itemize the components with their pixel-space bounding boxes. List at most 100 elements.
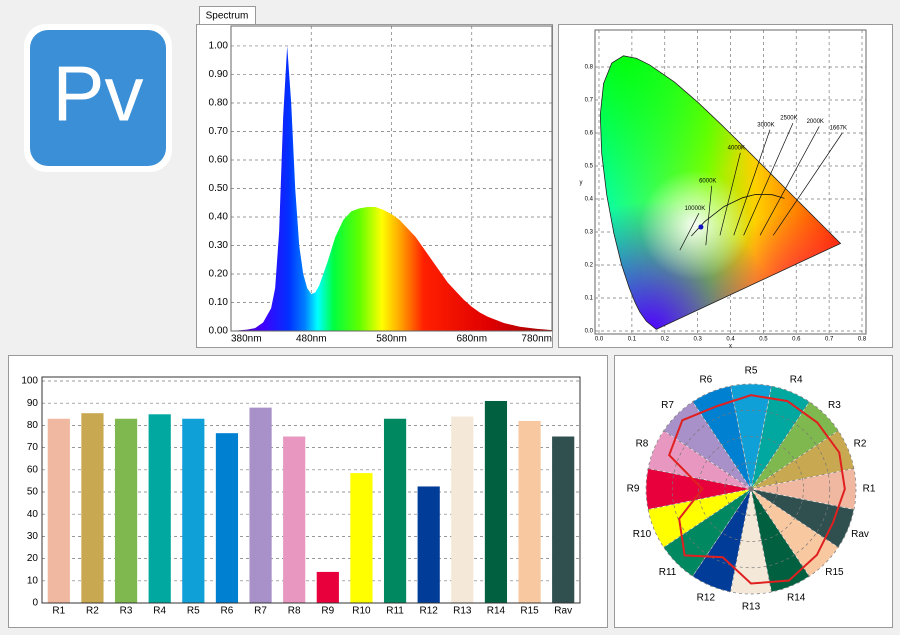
isotherm — [759, 126, 820, 236]
category-label: R14 — [787, 593, 806, 604]
category-label: R3 — [828, 400, 841, 411]
bar — [484, 400, 508, 603]
bar — [283, 436, 306, 603]
category-label: R10 — [633, 529, 652, 540]
x-tick-label: R13 — [453, 606, 472, 617]
category-label: R4 — [790, 375, 803, 386]
isotherm — [772, 132, 843, 236]
x-tick-label: Rav — [554, 606, 572, 617]
tab-label[interactable]: Spectrum — [206, 11, 249, 22]
category-label: R1 — [863, 484, 876, 495]
category-label: R15 — [825, 567, 844, 578]
cri-polygon — [667, 394, 846, 585]
plot-frame — [41, 376, 581, 604]
ring — [698, 436, 804, 542]
x-tick-label: 0.6 — [792, 337, 801, 343]
y-tick-label: 0.30 — [209, 240, 229, 251]
y-tick-label: 0.8 — [585, 65, 594, 71]
x-tick-label: R8 — [288, 606, 301, 617]
isotherm — [743, 122, 794, 236]
y-tick-label: 0.6 — [585, 131, 594, 137]
y-tick-label: 0.80 — [209, 98, 229, 109]
y-tick-label: 0.7 — [585, 98, 594, 104]
x-tick-label: 780nm — [521, 334, 552, 345]
y-tick-label: 0.00 — [209, 326, 229, 337]
y-axis-label: y — [580, 180, 583, 186]
isotherm — [679, 213, 700, 251]
x-axis-label: x — [729, 344, 732, 350]
y-tick-label: 10 — [27, 575, 39, 586]
category-label: R2 — [854, 438, 867, 449]
x-tick-label: R2 — [86, 606, 99, 617]
category-label: R9 — [627, 484, 640, 495]
x-tick-label: 480nm — [296, 334, 327, 345]
y-tick-label: 0.1 — [585, 296, 594, 302]
category-label: Rav — [851, 529, 869, 540]
x-tick-label: 0.1 — [628, 337, 637, 343]
logo-text: Pv — [52, 50, 143, 138]
bar — [518, 420, 541, 603]
category-label: R11 — [659, 567, 677, 578]
x-tick-label: R15 — [520, 606, 539, 617]
bar — [417, 486, 440, 603]
y-tick-label: 0.40 — [209, 212, 229, 223]
bar — [316, 571, 339, 603]
planckian-locus — [691, 193, 785, 237]
y-tick-label: 0.2 — [585, 263, 594, 269]
isotherm-label: 10000K — [685, 206, 706, 212]
ring — [645, 383, 857, 595]
y-tick-label: 0.4 — [585, 197, 594, 203]
spectral-locus — [599, 55, 842, 330]
white-point — [698, 224, 704, 230]
y-tick-label: 1.00 — [209, 41, 229, 52]
y-tick-label: 0.3 — [585, 230, 594, 236]
y-tick-label: 40 — [27, 509, 39, 520]
x-tick-label: R5 — [187, 606, 200, 617]
y-tick-label: 80 — [27, 420, 39, 431]
x-tick-label: 0.5 — [759, 337, 768, 343]
isotherm — [705, 185, 713, 246]
plot-frame — [230, 25, 553, 332]
x-tick-label: 580nm — [376, 334, 407, 345]
y-tick-label: 20 — [27, 553, 39, 564]
bar — [350, 473, 373, 603]
y-tick-label: 0.70 — [209, 126, 229, 137]
y-tick-label: 70 — [27, 442, 39, 453]
x-tick-label: R7 — [254, 606, 267, 617]
x-tick-label: 0.4 — [726, 337, 735, 343]
isotherm-label: 6000K — [699, 178, 716, 184]
y-tick-label: 0.50 — [209, 183, 229, 194]
bar — [81, 413, 104, 603]
category-label: R6 — [699, 375, 712, 386]
y-tick-label: 0.5 — [585, 164, 594, 170]
y-tick-label: 0.60 — [209, 155, 229, 166]
x-tick-label: 0.2 — [661, 337, 670, 343]
category-label: R5 — [745, 366, 758, 377]
x-tick-label: R11 — [386, 606, 404, 617]
ring — [671, 409, 831, 569]
bar — [383, 418, 407, 603]
bar — [215, 433, 239, 603]
y-tick-label: 100 — [21, 376, 38, 387]
y-tick-label: 0.0 — [585, 329, 594, 335]
category-label: R8 — [636, 438, 649, 449]
category-label: R13 — [742, 602, 761, 613]
x-tick-label: R10 — [352, 606, 371, 617]
spectrum-area — [231, 45, 552, 331]
cri-bar-panel — [8, 355, 608, 628]
y-tick-label: 30 — [27, 531, 39, 542]
bar — [451, 416, 474, 603]
y-tick-label: 0.90 — [209, 69, 229, 80]
bar — [249, 407, 272, 603]
y-tick-label: 0.10 — [209, 297, 229, 308]
isotherm-label: 4000K — [728, 145, 745, 151]
x-tick-label: 0.3 — [693, 337, 702, 343]
x-tick-label: 0.8 — [858, 337, 867, 343]
isotherm-label: 3000K — [757, 122, 774, 128]
x-tick-label: R9 — [321, 606, 334, 617]
bar — [114, 418, 138, 603]
x-tick-label: R3 — [120, 606, 133, 617]
isotherm — [733, 129, 771, 236]
y-tick-label: 90 — [27, 398, 39, 409]
